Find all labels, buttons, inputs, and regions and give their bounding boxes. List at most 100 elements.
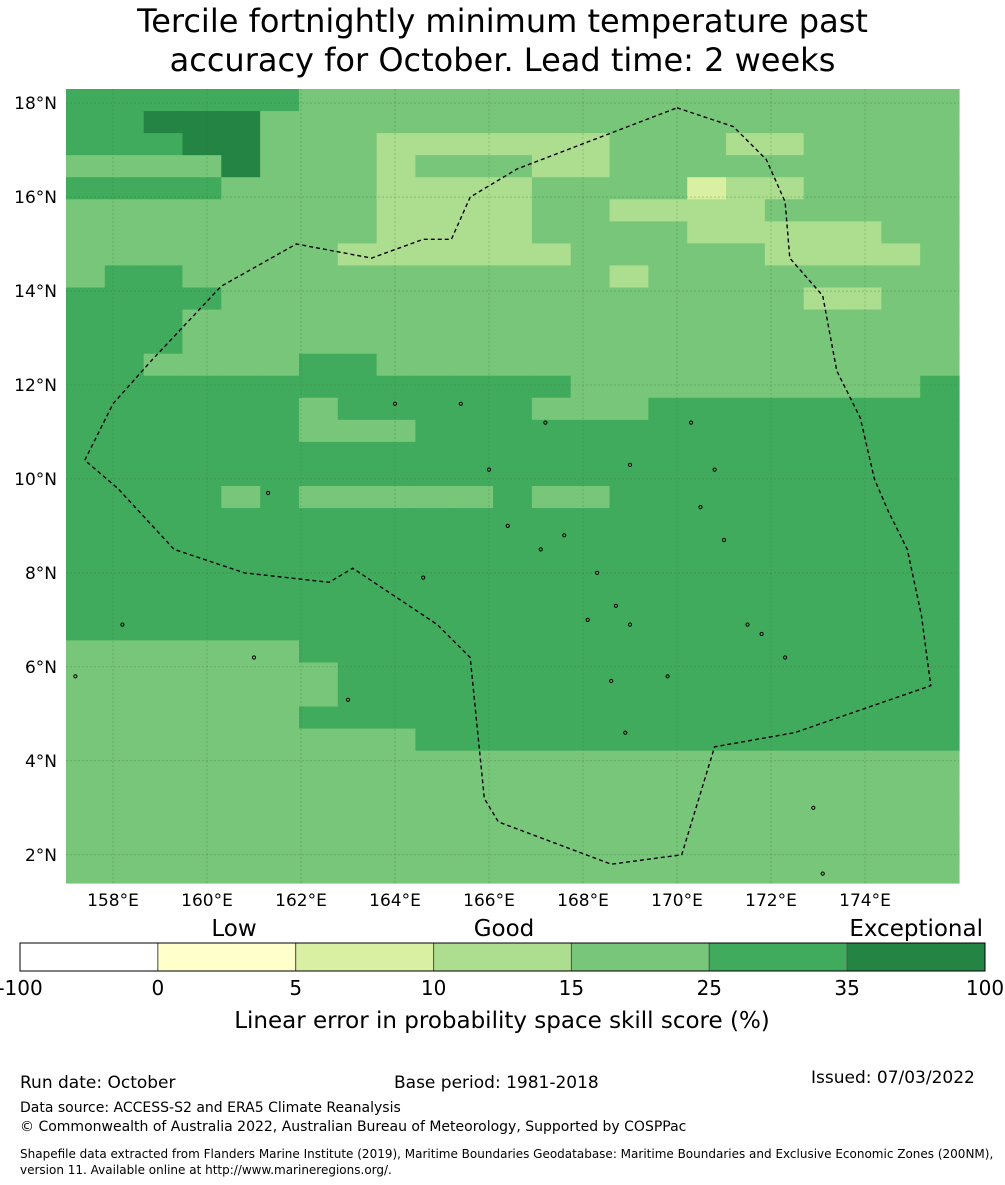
grid-cell [104, 221, 145, 244]
grid-cell [726, 375, 766, 399]
grid-cell [182, 596, 222, 619]
grid-cell [764, 706, 805, 730]
grid-cell [764, 353, 805, 377]
grid-cell [842, 375, 882, 399]
grid-cell [570, 111, 611, 134]
lon-tick-label: 170°E [651, 891, 703, 911]
grid-cell [493, 640, 533, 664]
grid-cell [531, 177, 572, 200]
grid-cell [531, 111, 572, 134]
grid-cell [415, 111, 455, 134]
grid-cell [66, 860, 106, 884]
grid-cell [726, 155, 766, 178]
grid-cell [66, 728, 106, 752]
grid-cell [920, 728, 960, 752]
grid-cell [764, 530, 805, 553]
grid-cell [182, 243, 222, 267]
grid-cell [337, 221, 378, 244]
grid-cell [376, 640, 417, 664]
grid-cell [726, 463, 766, 487]
grid-cell [415, 133, 455, 156]
grid-cell [66, 772, 106, 796]
grid-cell [493, 265, 533, 289]
grid-cell [648, 199, 688, 222]
grid-cell [221, 419, 261, 443]
grid-cell [182, 750, 222, 774]
island [745, 622, 750, 627]
legend-swatch [570, 942, 710, 972]
grid-cell [182, 155, 222, 178]
grid-cell [298, 463, 339, 487]
grid-cell [842, 728, 882, 752]
grid-cell [570, 838, 611, 862]
grid-cell [881, 684, 921, 708]
grid-cell [415, 441, 455, 465]
grid-cell [66, 155, 106, 178]
grid-cell [143, 574, 184, 597]
grid-cell [376, 486, 417, 509]
grid-cell [182, 574, 222, 597]
grid-cell [648, 155, 688, 178]
grid-cell [182, 133, 222, 156]
grid-cell [454, 530, 494, 553]
grid-cell [648, 287, 688, 311]
grid-cell [842, 265, 882, 289]
grid-cell [493, 463, 533, 487]
grid-cell [531, 419, 572, 443]
grid-cell [104, 155, 145, 178]
grid-cell [221, 441, 261, 465]
grid-cell [454, 860, 494, 884]
grid-cell [454, 353, 494, 377]
grid-cell [66, 552, 106, 575]
grid-cell [881, 221, 921, 244]
grid-cell [104, 419, 145, 443]
grid-cell [570, 243, 611, 267]
grid-cell [881, 375, 921, 399]
grid-cell [104, 794, 145, 818]
grid-cell [920, 794, 960, 818]
grid-cell [609, 508, 649, 531]
grid-cell [531, 243, 572, 267]
grid-cell [104, 397, 145, 421]
grid-cell [648, 596, 688, 619]
grid-cell [454, 375, 494, 399]
grid-cell [298, 486, 339, 509]
grid-cell [570, 463, 611, 487]
grid-cell [454, 463, 494, 487]
grid-cell [66, 133, 106, 156]
grid-cell [454, 750, 494, 774]
grid-cell [221, 750, 261, 774]
grid-cell [764, 596, 805, 619]
grid-cell [260, 155, 300, 178]
grid-cell [143, 596, 184, 619]
grid-cell [531, 816, 572, 840]
grid-cell [104, 133, 145, 156]
island [585, 617, 590, 623]
grid-cell [842, 684, 882, 708]
grid-cell [298, 375, 339, 399]
grid-cell [143, 860, 184, 884]
grid-cell [143, 463, 184, 487]
grid-cell [143, 816, 184, 840]
grid-cell [842, 618, 882, 641]
grid-cell [531, 89, 572, 112]
grid-cell [726, 111, 766, 134]
grid-cell [221, 287, 261, 311]
grid-cell [531, 133, 572, 156]
grid-cell [66, 618, 106, 641]
grid-cell [376, 530, 417, 553]
grid-cell [803, 309, 844, 333]
grid-cell [531, 640, 572, 664]
grid-cell [493, 838, 533, 862]
grid-cell [337, 133, 378, 156]
grid-cell [881, 838, 921, 862]
grid-cell [66, 463, 106, 487]
lat-tick-label: 8°N [25, 564, 57, 584]
grid-cell [298, 419, 339, 443]
grid-cell [493, 221, 533, 244]
grid-cell [648, 772, 688, 796]
grid-cell [687, 728, 727, 752]
grid-cell [260, 684, 300, 708]
grid-cell [648, 552, 688, 575]
grid-cell [182, 794, 222, 818]
